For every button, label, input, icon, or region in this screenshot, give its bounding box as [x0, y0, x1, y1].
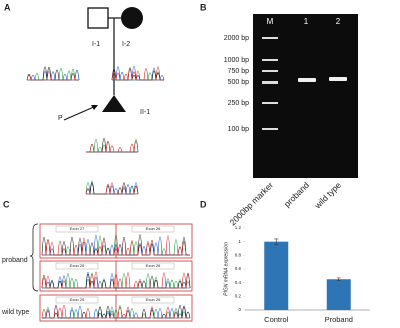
exon-label: Exon 27 [70, 226, 85, 231]
chromatogram-trace [41, 304, 190, 319]
chromatogram-trace [42, 235, 190, 256]
chromatogram [111, 65, 165, 81]
exon-tag [55, 296, 99, 304]
proband-symbol [102, 95, 126, 112]
male-symbol [87, 7, 109, 29]
marker-bands [262, 37, 278, 130]
proband-marker: P [58, 115, 63, 122]
exon-label: Exon 26 [146, 297, 161, 302]
size-label: 2000 bp [224, 35, 249, 42]
lane-label: 1 [304, 17, 309, 26]
panel-label: B [200, 2, 207, 12]
error-bar [274, 238, 279, 245]
x-tick-label: Proband [325, 315, 353, 324]
chromatogram [26, 66, 80, 81]
y-tick-label: 0.8 [235, 253, 242, 258]
lane-name: 2000bp marker [228, 180, 276, 228]
y-tick-label: 0.4 [235, 280, 242, 285]
size-label: 1000 bp [224, 57, 249, 64]
size-label: 750 bp [228, 68, 250, 75]
chromatogram [85, 137, 139, 153]
size-label: 250 bp [228, 100, 250, 107]
exon-tag [131, 225, 175, 233]
y-tick-label: 0 [238, 307, 241, 312]
individual-label: I-1 [92, 41, 100, 48]
exon-label: Exon 26 [146, 226, 161, 231]
chromatogram-trace [111, 66, 164, 81]
x-tick-label: Control [264, 315, 289, 324]
y-tick-label: 1 [238, 239, 241, 244]
exon-tag [55, 225, 99, 233]
y-tick-label: 0.6 [235, 266, 242, 271]
bar [326, 279, 351, 310]
row-label: wild type [1, 309, 29, 316]
size-label: 500 bp [228, 79, 250, 86]
exon-label: Exon 26 [146, 263, 161, 268]
exon-tag [131, 262, 175, 270]
exon-label: Exon 25 [70, 297, 85, 302]
size-label: 100 bp [228, 126, 250, 133]
chromatogram-trace [85, 140, 139, 153]
lane-name: wild type [312, 180, 343, 211]
female-affected-symbol [121, 7, 143, 29]
y-tick-label: 0.2 [235, 294, 242, 299]
individual-label: I-2 [122, 41, 130, 48]
bracket [29, 223, 39, 292]
row-label: proband [2, 257, 28, 264]
exon-tag [131, 296, 175, 304]
gel: M 1 2 [253, 14, 358, 178]
lane-label: M [267, 17, 274, 26]
lane-name: proband [282, 180, 311, 209]
gel-image [253, 14, 358, 178]
error-bar [336, 277, 341, 281]
panel-label: D [200, 199, 207, 209]
exon-label: Exon 25 [70, 263, 85, 268]
proband-arrow [63, 105, 97, 121]
lane-label: 2 [336, 17, 341, 26]
sample-band [298, 78, 316, 82]
panel-label: A [4, 2, 11, 12]
chromatogram-trace [41, 271, 191, 289]
chromatogram [85, 180, 139, 195]
individual-label: II-1 [140, 109, 150, 116]
y-axis-label: PIGN mRNA expression [223, 242, 229, 296]
arrow-head [91, 105, 98, 110]
exon-tag [55, 262, 99, 270]
panel-label: C [3, 199, 10, 209]
chromatogram-trace [42, 234, 190, 256]
y-tick-label: 1.2 [235, 225, 242, 230]
sample-band [329, 77, 347, 81]
bar [264, 241, 289, 310]
